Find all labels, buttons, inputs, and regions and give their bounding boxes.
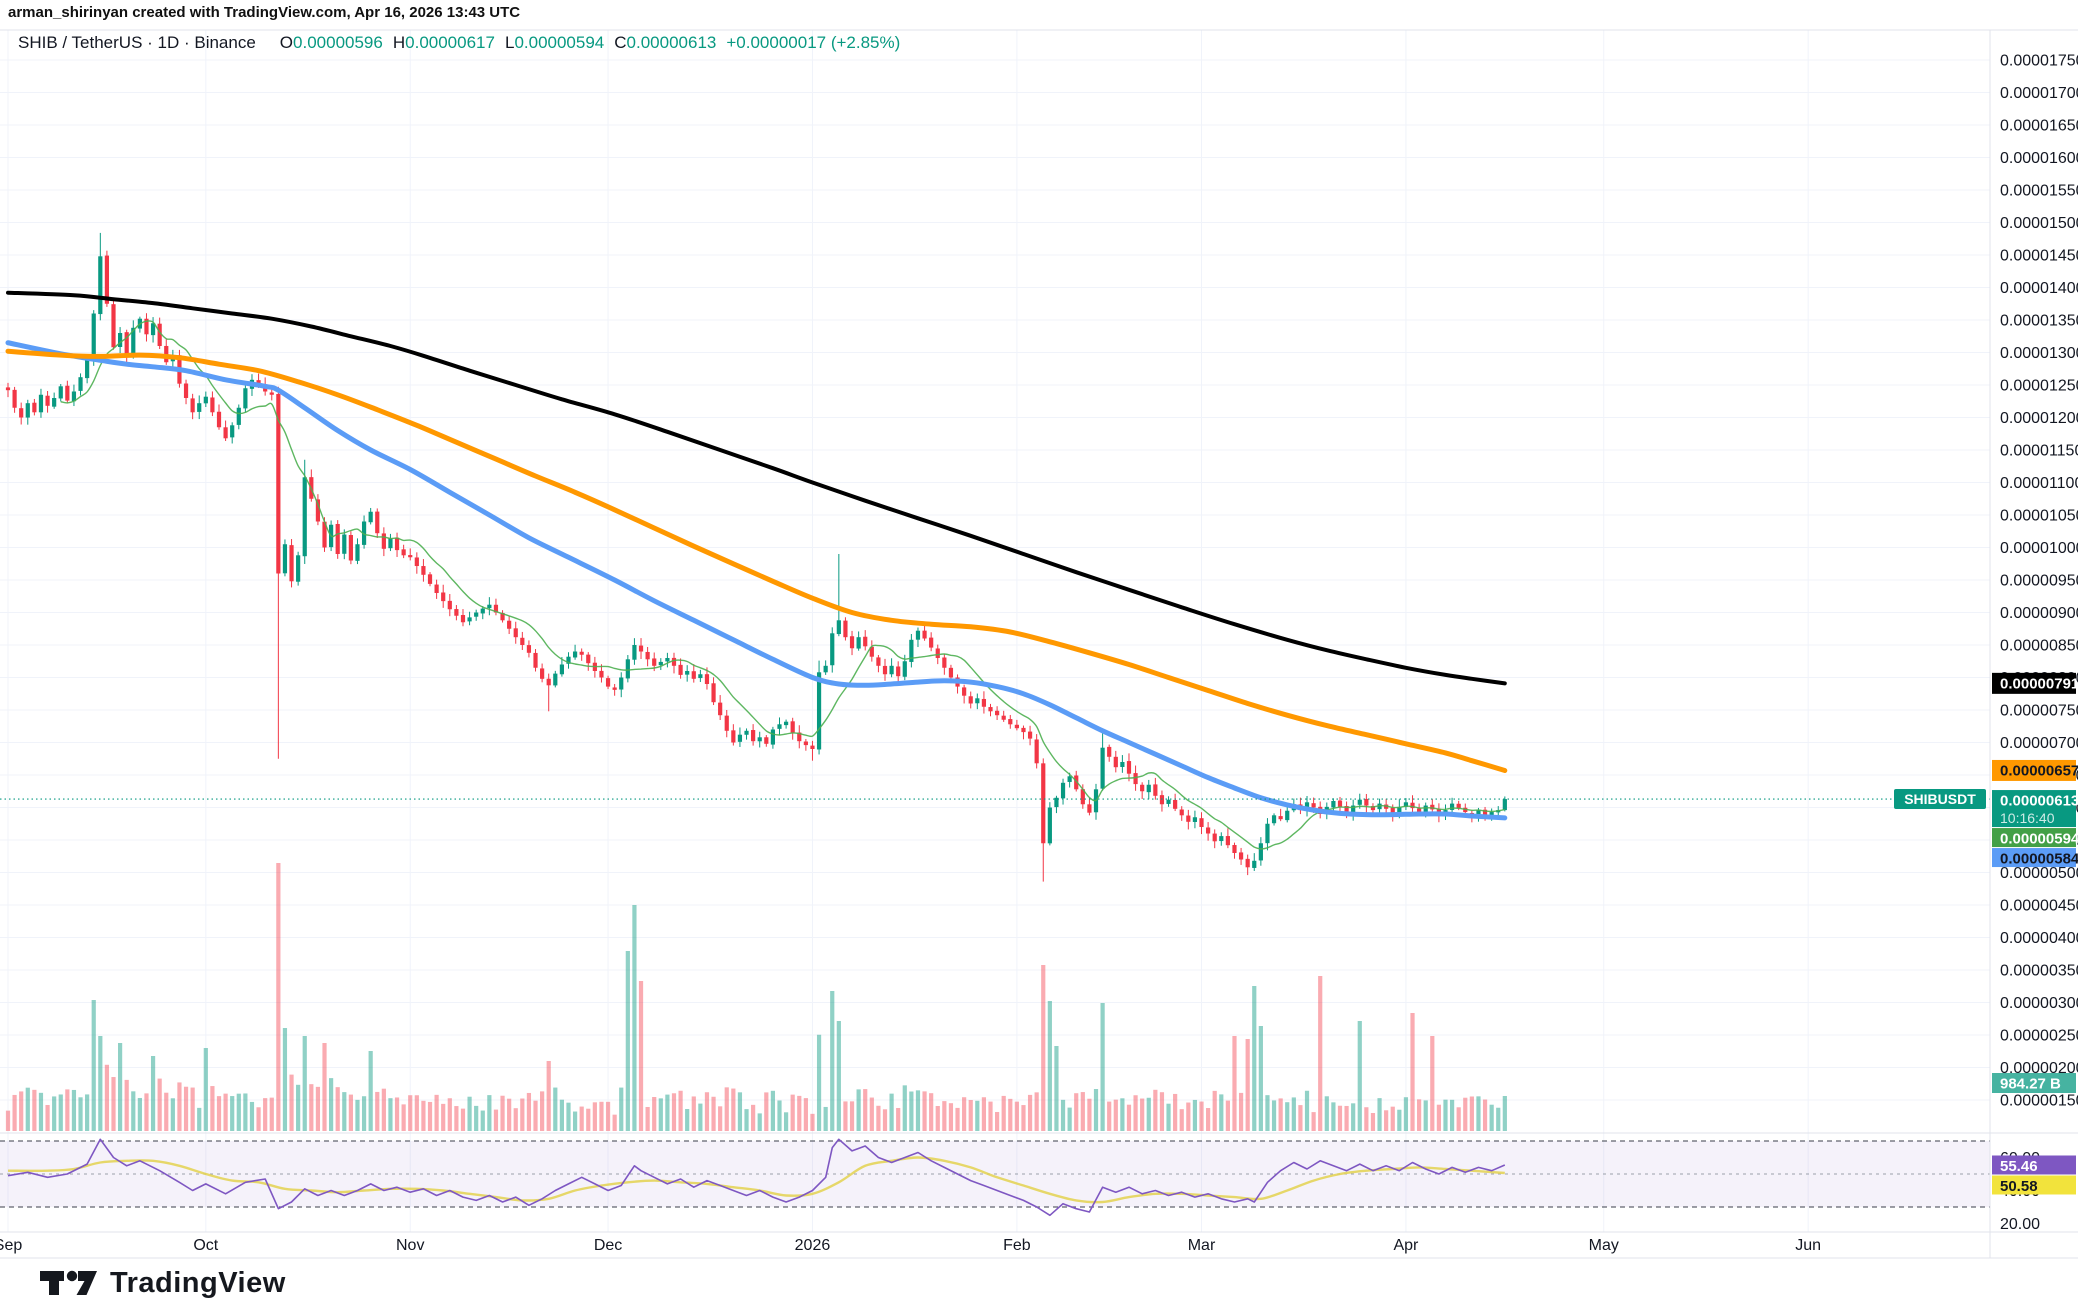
price-tick-label: 0.00000400 <box>2000 930 2078 947</box>
rsi-layer <box>7 1138 1506 1217</box>
symbol-tag-badge <box>1894 789 1986 810</box>
ma-orange-price-label <box>1992 759 2076 781</box>
price-tick-label: 0.00000500 <box>2000 865 2078 882</box>
time-tick-label: May <box>1589 1237 1619 1254</box>
ma-black-price-label-text: 0.00000791 <box>2000 675 2078 692</box>
ma-layer <box>5 290 1508 850</box>
time-tick-label: Mar <box>1188 1237 1216 1254</box>
price-tick-label: 0.00001500 <box>2000 215 2078 232</box>
time-tick-label: Dec <box>594 1237 622 1254</box>
rsi-line <box>7 1138 1506 1217</box>
open-value: 0.00000596 <box>293 33 383 52</box>
ma-green-line <box>60 320 1505 850</box>
last-price-label-countdown: 10:16:40 <box>2000 810 2055 826</box>
symbol-legend: SHIB / TetherUS · 1D · Binance O0.0000059… <box>18 33 900 53</box>
price-tick-label: 0.00000350 <box>2000 963 2078 980</box>
rsi-band <box>0 1140 1990 1208</box>
time-tick-label: Feb <box>1003 1237 1031 1254</box>
tradingview-logo-text: TradingView <box>110 1266 286 1299</box>
price-tick-label: 0.00000300 <box>2000 995 2078 1012</box>
pane-borders <box>0 29 2078 1259</box>
ma-orange-line <box>5 348 1508 773</box>
price-tick-label: 0.00000250 <box>2000 1028 2078 1045</box>
price-tick-label: 0.00001150 <box>2000 443 2078 460</box>
open-label: O <box>279 33 294 52</box>
last-price-label-text: 0.00000613 <box>2000 793 2078 810</box>
ma-green-price-label <box>1992 828 2076 848</box>
price-tick-label: 0.00000850 <box>2000 638 2078 655</box>
price-tick-label: 0.00000150 <box>2000 1093 2078 1110</box>
volume-value-label <box>1992 1073 2076 1093</box>
ma-blue-price-label <box>1992 848 2076 868</box>
volume-value-label-text: 984.27 B <box>2000 1076 2061 1093</box>
price-tick-label: 0.00000200 <box>2000 1060 2078 1077</box>
time-tick-label: Sep <box>0 1237 22 1254</box>
price-tick-label: 0.00001300 <box>2000 345 2078 362</box>
price-tick-label: 0.00001200 <box>2000 410 2078 427</box>
footer: TradingView <box>40 1266 286 1300</box>
attribution-text: arman_shirinyan created with TradingView… <box>8 4 521 21</box>
ma-black-line <box>6 290 1507 686</box>
price-tick-label: 0.00001400 <box>2000 280 2078 297</box>
price-tick-label: 0.00001600 <box>2000 150 2078 167</box>
price-tick-label: 0.00001700 <box>2000 85 2078 102</box>
time-axis[interactable]: Sep Oct Nov Dec 2026 Feb Mar Apr May Jun <box>0 1237 1821 1254</box>
price-tick-label: 0.00000950 <box>2000 573 2078 590</box>
rsi-ma-value-label <box>1992 1175 2076 1195</box>
change-value: +0.00000017 (+2.85%) <box>726 33 901 52</box>
ma-black-price-label <box>1992 672 2076 694</box>
price-tick-label: 0.00001250 <box>2000 378 2078 395</box>
ma-blue-price-label-text: 0.00000584 <box>2000 851 2078 868</box>
ma-blue-line <box>5 340 1508 821</box>
rsi-value-label <box>1992 1155 2076 1175</box>
price-tick-label: 0.00000900 <box>2000 605 2078 622</box>
time-tick-label: 2026 <box>795 1237 831 1254</box>
low-label: L <box>504 33 515 52</box>
price-tick-label: 0.00001050 <box>2000 508 2078 525</box>
last-price-label <box>1992 790 2076 828</box>
symbol-title[interactable]: SHIB / TetherUS · 1D · Binance <box>18 33 256 52</box>
rsi-ma-value-label-text: 50.58 <box>2000 1178 2038 1195</box>
price-tick-label: 0.00001750 <box>2000 53 2078 70</box>
price-tick-label: 0.00001650 <box>2000 118 2078 135</box>
price-tick-label: 0.00000750 <box>2000 703 2078 720</box>
symbol-tag-text: SHIBUSDT <box>1904 791 1976 807</box>
price-tick-label: 0.00000700 <box>2000 735 2078 752</box>
tradingview-logo-icon <box>40 1270 97 1295</box>
price-tick-label: 0.00001450 <box>2000 248 2078 265</box>
price-tick-label: 0.00001000 <box>2000 540 2078 557</box>
low-value: 0.00000594 <box>514 33 605 52</box>
candles-layer <box>5 232 1507 882</box>
ma-orange-price-label-text: 0.00000657 <box>2000 762 2078 779</box>
price-tick-label: 0.00000450 <box>2000 898 2078 915</box>
price-axis[interactable]: 0.00001750 0.00001700 0.00001650 0.00001600… <box>2000 53 2078 1234</box>
time-tick-label: Apr <box>1393 1237 1419 1254</box>
grid-layer <box>0 30 1990 1232</box>
volume-layer <box>5 863 1507 1131</box>
rsi-tick-label: 20.00 <box>2000 1216 2040 1233</box>
price-tick-label: 0.00001550 <box>2000 183 2078 200</box>
close-value: 0.00000613 <box>626 33 717 52</box>
price-tick-label: 0.00001100 <box>2000 475 2078 492</box>
close-label: C <box>614 33 627 52</box>
time-tick-label: Oct <box>193 1237 218 1254</box>
time-tick-label: Jun <box>1795 1237 1821 1254</box>
high-value: 0.00000617 <box>405 33 495 52</box>
ma-green-price-label-text: 0.00000594 <box>2000 831 2078 848</box>
rsi-value-label-text: 55.46 <box>2000 1158 2038 1175</box>
price-tick-label: 0.00001350 <box>2000 313 2078 330</box>
time-tick-label: Nov <box>396 1237 424 1254</box>
high-label: H <box>392 33 406 52</box>
